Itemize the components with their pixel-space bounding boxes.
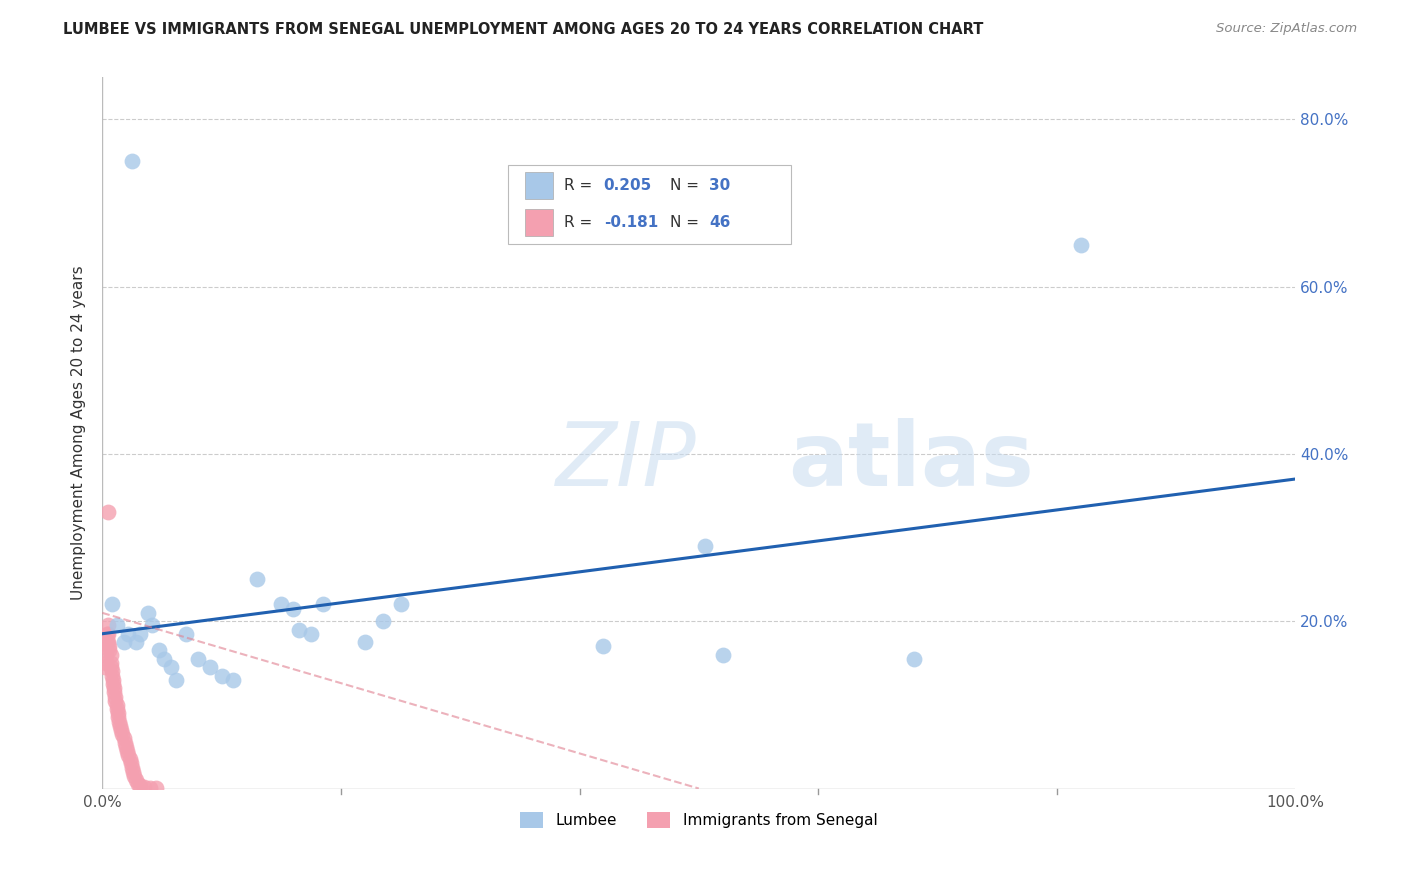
Point — [100, 668, 122, 682]
Point — [132, 780, 155, 794]
Point — [104, 694, 127, 708]
Point — [105, 698, 128, 712]
Point — [103, 681, 125, 695]
Point — [94, 656, 117, 670]
Point — [115, 739, 138, 754]
Text: ZIP: ZIP — [555, 418, 696, 505]
Text: N =: N = — [669, 215, 703, 230]
Point — [98, 640, 121, 654]
Point — [160, 660, 183, 674]
Y-axis label: Unemployment Among Ages 20 to 24 years: Unemployment Among Ages 20 to 24 years — [72, 266, 86, 600]
Point — [100, 648, 122, 662]
Point — [117, 747, 139, 762]
Point — [107, 706, 129, 721]
Point — [97, 618, 120, 632]
Text: R =: R = — [564, 178, 598, 193]
Point — [101, 677, 124, 691]
Point — [100, 660, 122, 674]
Point — [129, 626, 152, 640]
Point — [270, 598, 292, 612]
Text: atlas: atlas — [789, 418, 1035, 505]
Point — [108, 714, 131, 729]
Point — [129, 779, 152, 793]
Point — [141, 618, 163, 632]
Point — [124, 773, 146, 788]
Point — [104, 690, 127, 704]
Point — [121, 761, 143, 775]
Point — [693, 539, 716, 553]
Point — [94, 648, 117, 662]
Point — [281, 601, 304, 615]
Point — [187, 652, 209, 666]
Point — [288, 623, 311, 637]
Point — [139, 780, 162, 795]
Point — [122, 764, 145, 779]
Legend: Lumbee, Immigrants from Senegal: Lumbee, Immigrants from Senegal — [515, 806, 883, 834]
Point — [97, 635, 120, 649]
Point — [127, 777, 149, 791]
Point — [353, 635, 375, 649]
Point — [108, 719, 131, 733]
Point — [100, 656, 122, 670]
Point — [153, 652, 176, 666]
Text: 30: 30 — [709, 178, 730, 193]
Point — [136, 606, 159, 620]
Point — [112, 731, 135, 746]
Point — [389, 598, 412, 612]
Point — [1070, 237, 1092, 252]
Point — [103, 685, 125, 699]
Point — [117, 626, 139, 640]
Point — [174, 626, 197, 640]
Point — [110, 723, 132, 737]
Text: N =: N = — [669, 178, 703, 193]
Point — [711, 648, 734, 662]
Point — [100, 598, 122, 612]
Point — [312, 598, 335, 612]
Text: 0.205: 0.205 — [603, 178, 652, 193]
Point — [96, 635, 118, 649]
Point — [198, 660, 221, 674]
Point — [118, 752, 141, 766]
Point — [371, 614, 394, 628]
Point — [903, 652, 925, 666]
Point — [100, 665, 122, 679]
Point — [105, 702, 128, 716]
Point — [592, 640, 614, 654]
Point — [97, 506, 120, 520]
Text: -0.181: -0.181 — [603, 215, 658, 230]
Point — [112, 635, 135, 649]
Point — [96, 626, 118, 640]
Point — [246, 573, 269, 587]
Text: 46: 46 — [709, 215, 731, 230]
Text: R =: R = — [564, 215, 598, 230]
Point — [145, 780, 167, 795]
Text: Source: ZipAtlas.com: Source: ZipAtlas.com — [1216, 22, 1357, 36]
Text: LUMBEE VS IMMIGRANTS FROM SENEGAL UNEMPLOYMENT AMONG AGES 20 TO 24 YEARS CORRELA: LUMBEE VS IMMIGRANTS FROM SENEGAL UNEMPL… — [63, 22, 984, 37]
Point — [165, 673, 187, 687]
Point — [98, 643, 121, 657]
Point — [105, 618, 128, 632]
Point — [111, 727, 134, 741]
Point — [148, 643, 170, 657]
Point — [222, 673, 245, 687]
Point — [101, 673, 124, 687]
Point — [211, 668, 233, 682]
Point — [121, 154, 143, 169]
Point — [299, 626, 322, 640]
Point — [114, 735, 136, 749]
Point — [117, 744, 139, 758]
Point — [107, 710, 129, 724]
Point — [124, 769, 146, 783]
Point — [97, 626, 120, 640]
Point — [93, 660, 115, 674]
Point — [120, 756, 142, 771]
Point — [124, 635, 146, 649]
